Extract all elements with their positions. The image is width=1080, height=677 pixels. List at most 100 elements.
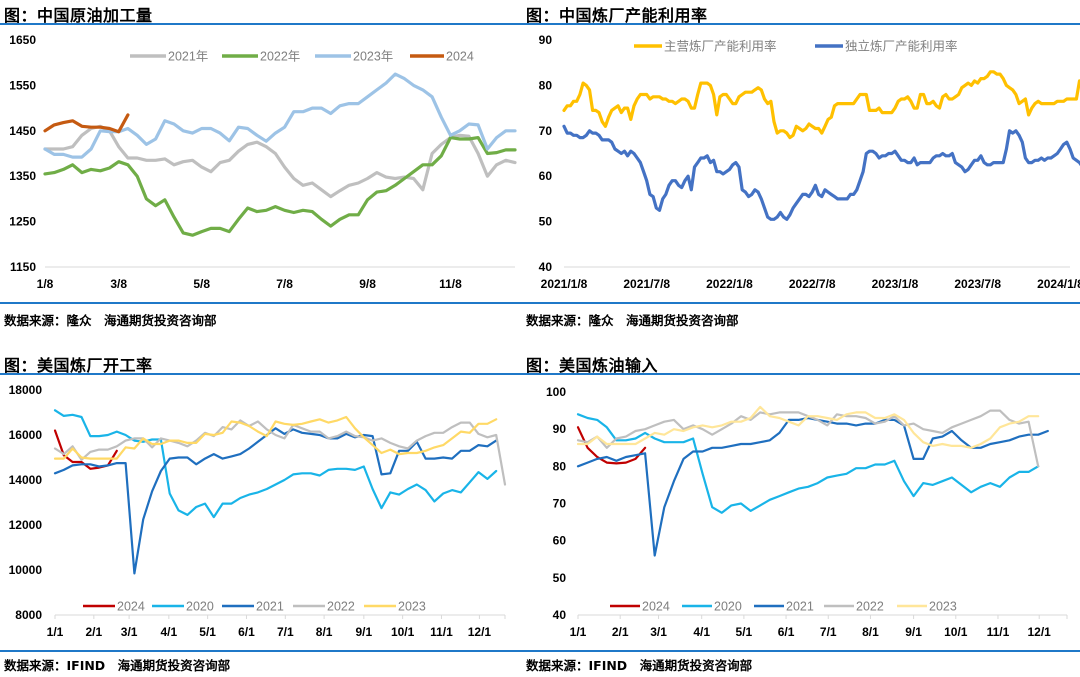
source-divider bbox=[0, 650, 522, 652]
series-line-2020 bbox=[53, 409, 498, 519]
legend-item: 2023 bbox=[364, 600, 426, 614]
x-tick-label: 3/1 bbox=[650, 625, 667, 639]
x-tick-label: 9/8 bbox=[359, 277, 376, 291]
x-tick-label: 2021/7/8 bbox=[623, 277, 670, 291]
series-line-2023 bbox=[53, 415, 498, 460]
x-tick-label: 2/1 bbox=[85, 625, 102, 639]
legend-item: 2023 bbox=[897, 600, 957, 614]
legend-item: 2020 bbox=[152, 600, 214, 614]
legend-label: 2020 bbox=[714, 600, 742, 614]
x-tick-label: 5/1 bbox=[736, 625, 753, 639]
chart-us-refinery-operating-rate: 8000 10000 12000 14000 16000 18000 1/1 2/1 3/1 4/… bbox=[9, 383, 507, 639]
x-tick-label: 3/1 bbox=[121, 625, 138, 639]
x-tick-label: 2022/7/8 bbox=[789, 277, 836, 291]
x-tick-label: 7/8 bbox=[276, 277, 293, 291]
series-line-2024 bbox=[576, 426, 647, 465]
y-tick-label: 60 bbox=[539, 169, 553, 183]
y-tick-label: 10000 bbox=[9, 563, 43, 577]
y-tick-label: 70 bbox=[553, 497, 567, 511]
y-tick-label: 1350 bbox=[9, 169, 36, 183]
x-tick-label: 5/1 bbox=[199, 625, 216, 639]
legend-label: 2024 bbox=[117, 600, 145, 614]
y-tick-label: 80 bbox=[539, 78, 553, 92]
x-tick-label: 3/8 bbox=[110, 277, 127, 291]
y-tick-label: 40 bbox=[539, 260, 553, 274]
legend-label: 2022年 bbox=[260, 50, 300, 64]
y-tick-label: 60 bbox=[553, 534, 567, 548]
source-note: 数据来源：IFIND 海通期货投资咨询部 bbox=[526, 658, 753, 673]
title-divider bbox=[522, 373, 1080, 375]
legend-label: 2024 bbox=[446, 50, 474, 64]
legend-label: 2021 bbox=[786, 600, 814, 614]
x-tick-label: 1/8 bbox=[37, 277, 54, 291]
x-tick-label: 11/8 bbox=[439, 277, 462, 291]
legend-label: 2023年 bbox=[353, 50, 393, 64]
chart-title: 图：美国炼油输入 bbox=[526, 356, 659, 375]
legend-label: 2024 bbox=[642, 600, 670, 614]
y-tick-label: 40 bbox=[553, 608, 567, 622]
x-tick-label: 2022/1/8 bbox=[706, 277, 753, 291]
x-tick-label: 7/1 bbox=[277, 625, 294, 639]
series-line-2021 bbox=[576, 416, 1049, 557]
legend-item: 2024 bbox=[83, 600, 145, 614]
y-tick-label: 1650 bbox=[9, 33, 36, 47]
legend-item: 主营炼厂产能利用率 bbox=[634, 39, 777, 54]
y-tick-label: 1550 bbox=[9, 78, 36, 92]
y-tick-label: 90 bbox=[539, 33, 553, 47]
chart-title: 图：中国炼厂产能利用率 bbox=[526, 6, 708, 25]
x-tick-label: 4/1 bbox=[160, 625, 177, 639]
panel-us-refinery-operating-rate: 图：美国炼厂开工率 8000 10000 12000 14000 16000 18000 1… bbox=[0, 350, 522, 677]
title-divider bbox=[522, 23, 1080, 25]
y-tick-label: 8000 bbox=[15, 608, 42, 622]
source-note: 数据来源：IFIND 海通期货投资咨询部 bbox=[4, 658, 231, 673]
legend-label: 2021年 bbox=[168, 50, 208, 64]
x-tick-label: 12/1 bbox=[468, 625, 492, 639]
y-tick-label: 1150 bbox=[10, 260, 36, 274]
title-divider bbox=[0, 23, 522, 25]
y-tick-label: 14000 bbox=[9, 473, 43, 487]
legend-label: 独立炼厂产能利用率 bbox=[845, 39, 958, 54]
series-line-独立炼厂产能利用率 bbox=[562, 124, 1080, 221]
x-tick-label: 9/1 bbox=[355, 625, 372, 639]
x-tick-label: 8/1 bbox=[316, 625, 333, 639]
chart-china-crude-throughput: 1150 1250 1350 1450 1550 1650 1/8 3/8 5/8 7/8 9/8 1… bbox=[9, 33, 517, 291]
legend-item: 2023年 bbox=[315, 50, 393, 64]
legend-label: 主营炼厂产能利用率 bbox=[664, 39, 777, 54]
legend-item: 2024 bbox=[410, 50, 474, 64]
x-tick-label: 10/1 bbox=[391, 625, 415, 639]
panel-china-refinery-utilization: 图：中国炼厂产能利用率 40 50 60 70 80 90 2021/1/8 2021/7/8… bbox=[522, 0, 1080, 330]
legend-item: 2022年 bbox=[222, 50, 300, 64]
series-line-2022年 bbox=[43, 135, 517, 237]
x-tick-label: 1/1 bbox=[47, 625, 64, 639]
x-tick-label: 1/1 bbox=[570, 625, 587, 639]
y-tick-label: 80 bbox=[553, 459, 567, 473]
series-line-2022 bbox=[53, 419, 507, 486]
legend-item: 2022 bbox=[293, 600, 355, 614]
series-line-2024 bbox=[43, 113, 130, 134]
legend-item: 2022 bbox=[824, 600, 884, 614]
y-tick-label: 16000 bbox=[9, 428, 43, 442]
x-tick-label: 2/1 bbox=[612, 625, 629, 639]
chart-title: 图：中国原油加工量 bbox=[4, 6, 153, 25]
series-line-2021 bbox=[53, 427, 498, 575]
legend-item: 2024 bbox=[610, 600, 670, 614]
legend-item: 2021 bbox=[222, 600, 284, 614]
legend-label: 2020 bbox=[186, 600, 214, 614]
legend-label: 2022 bbox=[856, 600, 884, 614]
x-tick-label: 4/1 bbox=[693, 625, 710, 639]
x-tick-label: 7/1 bbox=[820, 625, 837, 639]
x-tick-label: 2023/1/8 bbox=[872, 277, 919, 291]
x-tick-label: 11/1 bbox=[430, 625, 453, 639]
chart-title: 图：美国炼厂开工率 bbox=[4, 356, 153, 375]
legend-item: 2021 bbox=[754, 600, 814, 614]
chart-us-refinery-input: 40 50 60 70 80 90 100 1/1 2/1 3/1 4/1 5/1 6/1 7/1 8/1 9… bbox=[546, 385, 1068, 639]
y-tick-label: 50 bbox=[539, 215, 553, 229]
y-tick-label: 100 bbox=[546, 385, 566, 399]
series-line-2023 bbox=[576, 405, 1040, 449]
legend-item: 2020 bbox=[682, 600, 742, 614]
source-note: 数据来源：隆众 海通期货投资咨询部 bbox=[4, 313, 217, 328]
x-tick-label: 2021/1/8 bbox=[541, 277, 588, 291]
y-tick-label: 50 bbox=[553, 571, 567, 585]
legend-item: 2021年 bbox=[130, 50, 208, 64]
x-tick-label: 2024/1/8 bbox=[1037, 277, 1080, 291]
